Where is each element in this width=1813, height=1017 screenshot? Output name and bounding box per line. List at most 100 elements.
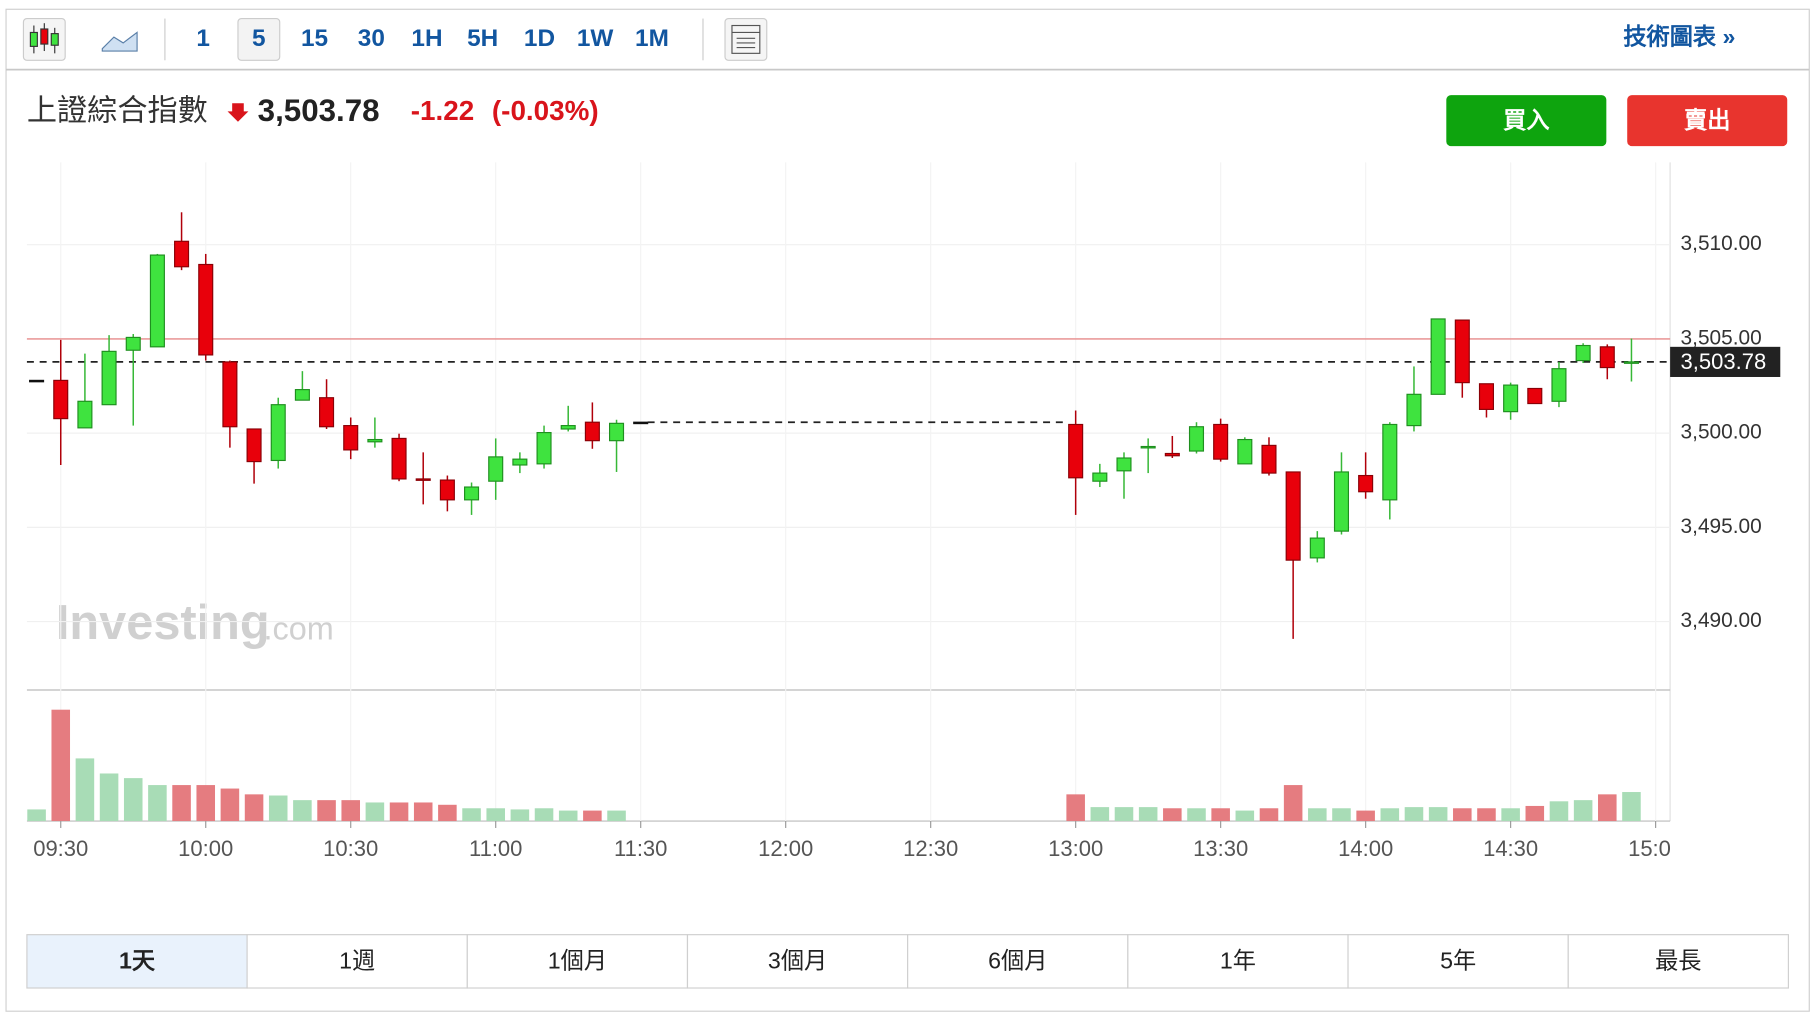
volume-bar	[438, 804, 457, 822]
candle-body	[1116, 457, 1132, 472]
icon-body	[40, 28, 49, 45]
candle-body	[1575, 344, 1591, 362]
volume-bar	[1573, 800, 1593, 822]
interval-option[interactable]: 5H	[467, 25, 498, 52]
icon-frame	[731, 24, 761, 54]
candle-body	[198, 263, 214, 356]
x-tick-label: 12:00	[758, 836, 813, 861]
range-tab-label[interactable]: 1年	[1220, 948, 1256, 974]
candle-body	[464, 486, 480, 501]
range-tab-label[interactable]: 3個月	[768, 948, 827, 974]
candle-body	[1478, 383, 1495, 410]
range-tab-label[interactable]: 5年	[1440, 948, 1476, 974]
volume-bar	[1066, 794, 1085, 822]
y-tick-label: 3,500.00	[1681, 421, 1762, 444]
watermark-suffix: .com	[263, 610, 333, 646]
down-arrow	[227, 103, 249, 122]
volume-bar	[220, 788, 240, 822]
candle-body	[1406, 393, 1422, 427]
volume-bar	[1404, 807, 1424, 822]
candle-body	[222, 361, 238, 428]
interval-selected[interactable]	[237, 17, 281, 61]
x-tick-label: 10:30	[323, 836, 378, 861]
interval-option[interactable]: 5	[252, 25, 266, 52]
range-tab[interactable]	[466, 934, 689, 989]
last-price-tag	[1670, 346, 1781, 377]
range-tab-label[interactable]: 1天	[119, 948, 156, 974]
volume-bar	[317, 800, 336, 822]
candle-icon[interactable]	[22, 17, 66, 61]
candle-body	[1213, 423, 1229, 460]
range-tab[interactable]	[1347, 934, 1569, 989]
range-tab[interactable]	[1567, 934, 1789, 989]
range-tab-label[interactable]: 最長	[1655, 948, 1701, 974]
interval-option[interactable]: 1M	[635, 25, 669, 52]
interval-option[interactable]: 15	[301, 25, 328, 52]
volume-bar	[413, 802, 433, 822]
candle-body	[101, 350, 117, 406]
technical-chart-link[interactable]: 技術圖表 »	[1623, 23, 1735, 49]
buy-button[interactable]	[1446, 95, 1607, 147]
candle-body	[1527, 387, 1543, 405]
candle-body	[29, 379, 45, 383]
candle-body	[512, 458, 528, 466]
price: 3,503.78	[258, 93, 380, 128]
interval-option[interactable]: 1W	[577, 25, 614, 52]
change: -1.22	[411, 95, 474, 126]
volume-bar	[244, 794, 264, 822]
range-tab[interactable]	[246, 934, 468, 989]
volume-bar	[1622, 792, 1641, 822]
sell-label[interactable]: 賣出	[1684, 107, 1730, 133]
candle-body	[125, 336, 141, 351]
candle-body	[1503, 384, 1519, 413]
volume-bar	[558, 810, 578, 822]
range-tab[interactable]	[907, 934, 1129, 989]
candle-body	[1454, 319, 1470, 384]
candle-body	[1599, 346, 1615, 369]
volume-bar	[389, 802, 409, 822]
range-tab[interactable]	[1127, 934, 1349, 989]
x-tick-label: 15:00	[1628, 836, 1683, 861]
volume-bar	[1428, 807, 1448, 822]
candle-body	[391, 437, 407, 480]
candle-body	[77, 400, 93, 429]
icon-box[interactable]	[724, 17, 768, 61]
y-tick-label: 3,505.00	[1681, 326, 1762, 349]
candle-body	[367, 438, 383, 443]
volume-bar	[1598, 794, 1617, 822]
range-tab-label[interactable]: 1個月	[548, 948, 607, 974]
candle-body	[415, 478, 431, 481]
x-tick-label: 14:30	[1483, 836, 1538, 861]
x-tick-label: 09:30	[33, 836, 88, 861]
volume-bar	[1138, 807, 1158, 822]
candle-body	[1188, 426, 1205, 452]
candle-body	[536, 431, 552, 465]
range-tab[interactable]	[686, 934, 909, 989]
interval-option[interactable]: 1D	[524, 25, 555, 52]
layout-icon[interactable]	[724, 17, 768, 61]
interval-option[interactable]: 30	[358, 25, 385, 52]
volume-bar	[1235, 810, 1255, 822]
interval-option[interactable]: 1	[196, 25, 210, 52]
candle-body	[633, 421, 649, 425]
volume-bar	[123, 778, 143, 822]
interval-option[interactable]: 1H	[411, 25, 442, 52]
volume-bar	[1114, 807, 1134, 822]
frame	[5, 8, 1810, 1012]
volume-bar	[1259, 808, 1279, 822]
volume-bar	[462, 808, 481, 822]
volume-bar	[1477, 808, 1496, 822]
candle-body	[1358, 474, 1374, 493]
range-tab-label[interactable]: 1週	[339, 948, 375, 974]
line-icon[interactable]	[101, 31, 138, 52]
x-tick-label: 12:30	[903, 836, 958, 861]
x-tick-label: 13:30	[1193, 836, 1248, 861]
sell-button[interactable]	[1627, 95, 1788, 147]
buy-label[interactable]: 買入	[1503, 107, 1549, 133]
candle-body	[1164, 452, 1180, 457]
candle-body	[1333, 471, 1350, 532]
range-tab[interactable]	[26, 934, 248, 989]
volume-bar	[341, 800, 361, 822]
range-tab-label[interactable]: 6個月	[988, 948, 1047, 974]
candle-body	[1623, 361, 1639, 364]
